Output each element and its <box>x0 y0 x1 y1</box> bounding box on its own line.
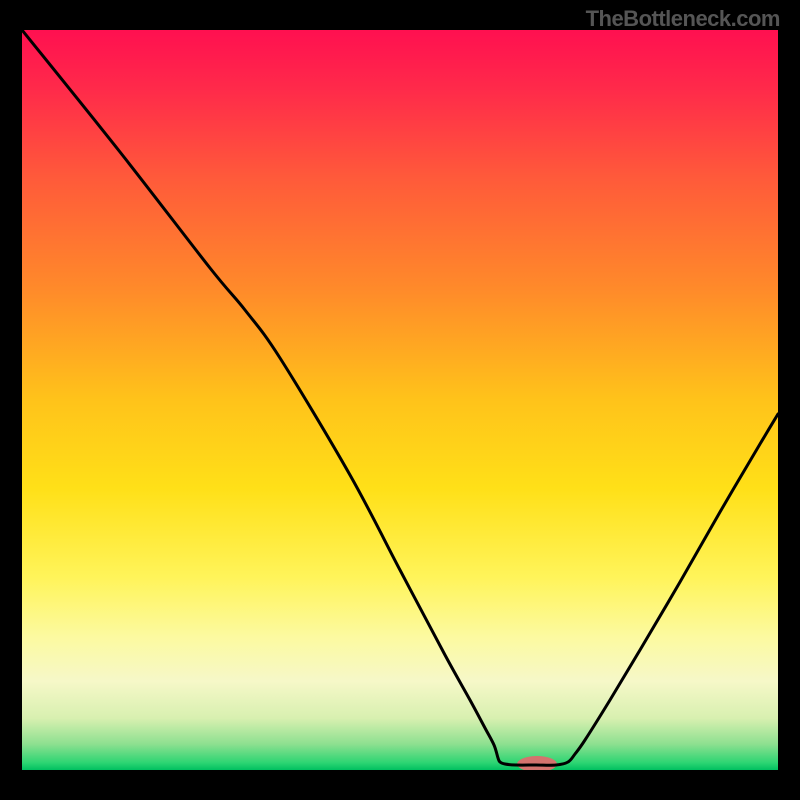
bottleneck-chart <box>0 0 800 800</box>
watermark-text: TheBottleneck.com <box>586 6 780 32</box>
chart-container: TheBottleneck.com <box>0 0 800 800</box>
plot-gradient-background <box>22 30 778 770</box>
